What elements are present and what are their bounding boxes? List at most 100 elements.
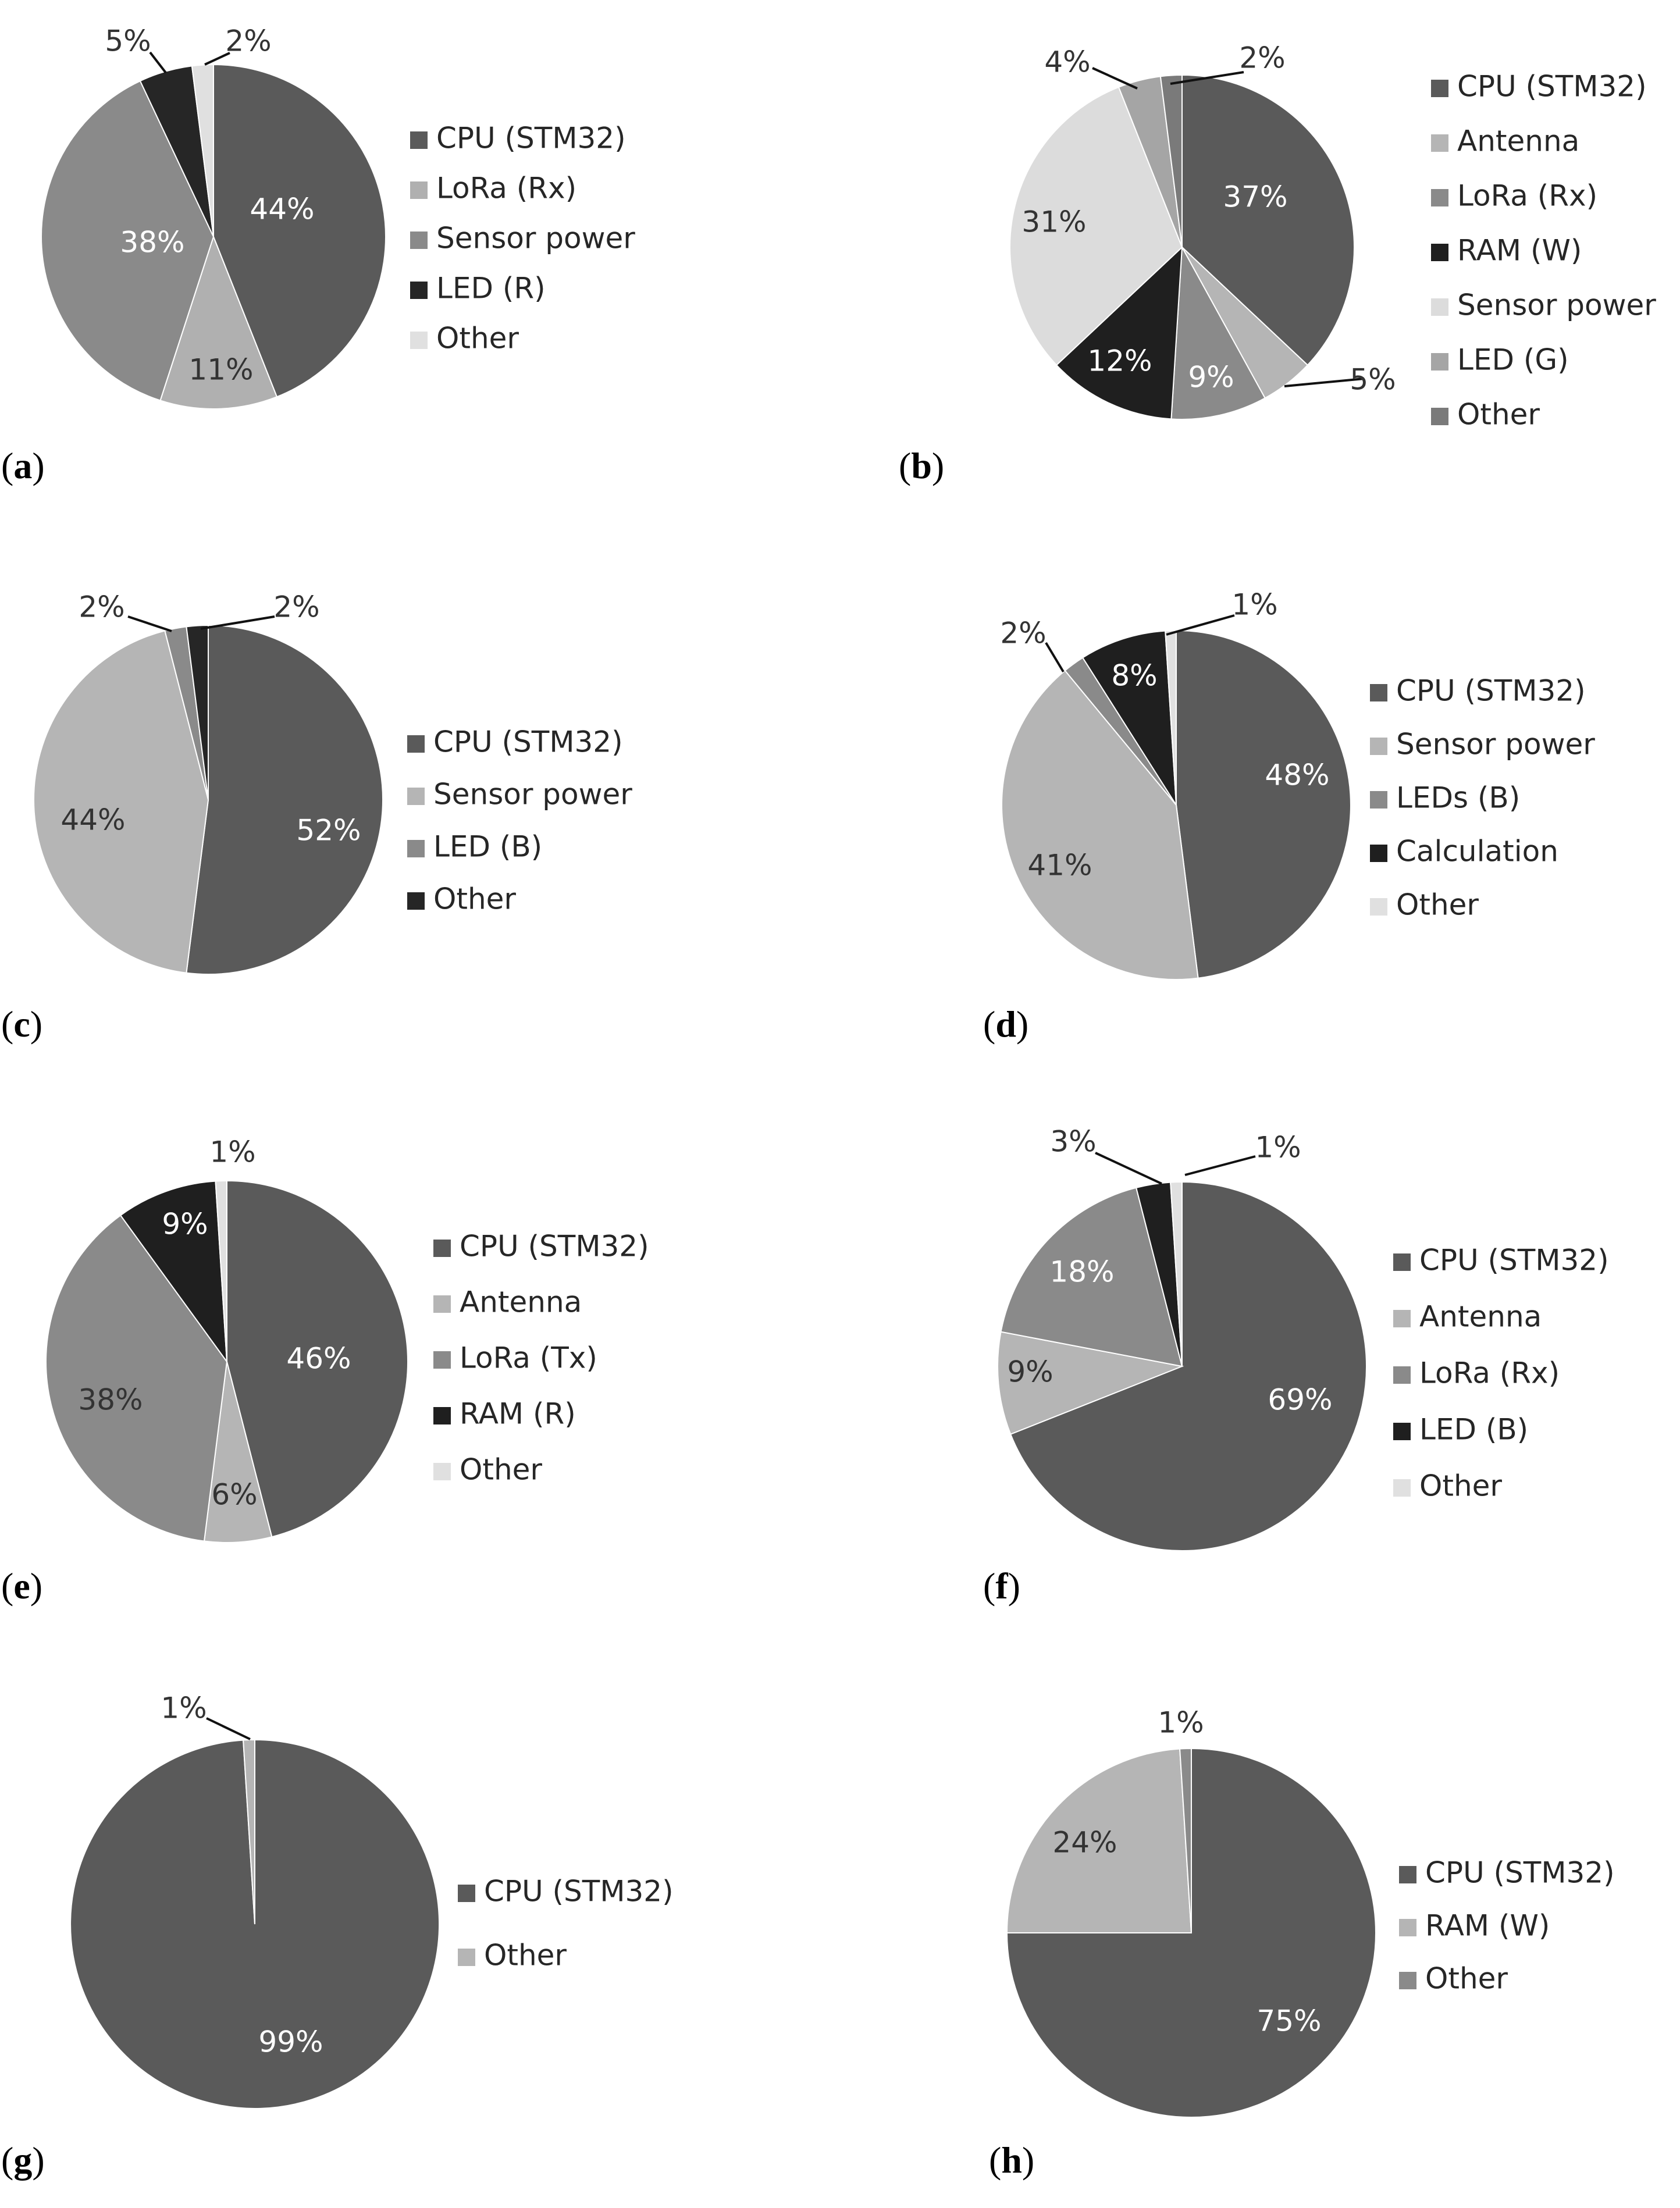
slice-value-label-b-3: 12% — [1087, 344, 1152, 378]
legend-label-b-4: Sensor power — [1457, 289, 1656, 322]
slice-value-label-e-4: 1% — [209, 1135, 255, 1169]
pie-slice-b-4: Sensor power: 31% — [1009, 86, 1183, 366]
legend-swatch-h-0 — [1399, 1866, 1416, 1883]
panel-label-g: (g) — [1, 2139, 45, 2181]
legend-label-g-0: CPU (STM32) — [484, 1875, 674, 1908]
pie-slice-h-1: RAM (W): 24% — [1006, 1748, 1193, 1933]
slice-value-label-h-2: 1% — [1158, 1706, 1204, 1740]
panel-label-b: (b) — [899, 445, 944, 486]
legend-swatch-a-0 — [410, 131, 428, 149]
legend-swatch-a-3 — [410, 282, 428, 299]
legend-label-d-3: Calculation — [1396, 835, 1558, 868]
legend-label-b-5: LED (G) — [1457, 343, 1569, 377]
legend-label-b-6: Other — [1457, 398, 1540, 432]
slice-value-label-c-0: 52% — [296, 814, 361, 847]
legend-label-e-4: Other — [460, 1453, 542, 1487]
leader-line-c-3 — [200, 615, 275, 630]
legend-label-f-1: Antenna — [1419, 1300, 1542, 1334]
legend-label-b-1: Antenna — [1457, 124, 1579, 158]
legend-swatch-c-3 — [407, 892, 425, 910]
legend-label-c-2: LED (B) — [433, 830, 542, 864]
pie-slice-a-1: LoRa (Rx): 11% — [159, 235, 278, 409]
legend-swatch-d-1 — [1370, 738, 1387, 755]
pie-slice-a-4: Other: 2% — [191, 63, 214, 237]
legend-swatch-f-3 — [1393, 1423, 1411, 1440]
slice-value-label-a-1: 11% — [188, 353, 253, 387]
legend-label-a-4: Other — [436, 322, 519, 355]
leader-line-d-2 — [1045, 642, 1065, 673]
slice-value-label-e-0: 46% — [286, 1342, 351, 1376]
leader-line-b-5 — [1092, 67, 1138, 90]
legend-label-f-2: LoRa (Rx) — [1419, 1356, 1560, 1390]
pie-slice-e-0: CPU (STM32): 46% — [226, 1180, 408, 1538]
legend-swatch-e-4 — [433, 1463, 451, 1480]
legend-label-h-1: RAM (W) — [1425, 1909, 1550, 1943]
slice-value-label-d-0: 48% — [1265, 758, 1329, 792]
legend-label-b-0: CPU (STM32) — [1457, 70, 1647, 104]
pie-slice-h-2: Other: 1% — [1179, 1747, 1192, 1933]
slice-value-label-a-2: 38% — [120, 226, 184, 259]
pie-slice-d-1: Sensor power: 41% — [1001, 669, 1199, 980]
legend-label-h-0: CPU (STM32) — [1425, 1856, 1615, 1890]
legend-swatch-c-2 — [407, 840, 425, 857]
legend-label-d-2: LEDs (B) — [1396, 781, 1520, 815]
legend-swatch-e-1 — [433, 1295, 451, 1313]
slice-value-label-d-3: 8% — [1111, 659, 1157, 693]
slice-value-label-b-6: 2% — [1239, 41, 1285, 75]
pie-slice-c-1: Sensor power: 44% — [33, 630, 209, 974]
legend-swatch-d-2 — [1370, 791, 1387, 809]
legend-label-e-3: RAM (R) — [460, 1397, 576, 1431]
legend-swatch-b-3 — [1431, 244, 1448, 261]
pie-slice-c-3: Other: 2% — [186, 624, 209, 800]
legend-swatch-b-2 — [1431, 189, 1448, 206]
pie-slice-a-2: Sensor power: 38% — [41, 80, 215, 401]
pie-slice-f-2: LoRa (Rx): 18% — [1000, 1187, 1183, 1367]
legend-swatch-b-5 — [1431, 353, 1448, 371]
slice-value-label-a-4: 2% — [225, 24, 271, 58]
legend-label-b-2: LoRa (Rx) — [1457, 179, 1597, 213]
pie-chart-b: CPU (STM32): 37%Antenna: 5%LoRa (Rx): 9%… — [899, 41, 1656, 487]
pie-slice-b-6: Other: 2% — [1159, 74, 1183, 248]
legend-swatch-g-1 — [458, 1949, 475, 1966]
slice-value-label-b-1: 5% — [1350, 363, 1396, 397]
legend-label-f-3: LED (B) — [1419, 1413, 1528, 1447]
slice-value-label-f-2: 18% — [1049, 1255, 1114, 1289]
pie-slice-b-2: LoRa (Rx): 9% — [1170, 245, 1266, 420]
pie-slice-b-3: RAM (W): 12% — [1055, 245, 1183, 420]
pie-slice-f-4: Other: 1% — [1170, 1181, 1183, 1367]
legend-label-c-3: Other — [433, 882, 516, 916]
legend-label-a-0: CPU (STM32) — [436, 122, 626, 155]
pie-slice-f-1: Antenna: 9% — [997, 1331, 1184, 1435]
legend-swatch-e-2 — [433, 1351, 451, 1369]
slice-value-label-a-3: 5% — [105, 24, 151, 58]
legend-label-a-1: LoRa (Rx) — [436, 172, 576, 205]
slice-value-label-g-0: 99% — [258, 2025, 323, 2059]
panel-label-a: (a) — [1, 445, 45, 486]
pie-chart-a: CPU (STM32): 44%LoRa (Rx): 11%Sensor pow… — [1, 24, 635, 487]
legend-swatch-e-0 — [433, 1240, 451, 1257]
legend-swatch-f-2 — [1393, 1366, 1411, 1384]
pie-slice-e-3: RAM (R): 9% — [119, 1180, 228, 1364]
legend-label-a-2: Sensor power — [436, 222, 635, 255]
slice-value-label-b-4: 31% — [1021, 205, 1086, 239]
leader-line-b-1 — [1284, 378, 1365, 387]
panel-label-e: (e) — [1, 1565, 42, 1607]
legend-swatch-d-0 — [1370, 684, 1387, 701]
legend-label-c-0: CPU (STM32) — [433, 725, 623, 759]
legend-swatch-a-4 — [410, 332, 428, 349]
slice-value-label-b-5: 4% — [1044, 45, 1090, 79]
slice-value-label-c-2: 2% — [79, 590, 124, 624]
slice-value-label-f-4: 1% — [1255, 1131, 1301, 1164]
legend-swatch-a-1 — [410, 181, 428, 199]
legend-swatch-h-1 — [1399, 1919, 1416, 1936]
pie-slice-d-0: CPU (STM32): 48% — [1176, 629, 1351, 979]
slice-value-label-d-4: 1% — [1231, 588, 1277, 622]
legend-label-b-3: RAM (W) — [1457, 234, 1582, 268]
slice-value-label-h-1: 24% — [1052, 1826, 1117, 1860]
pie-slice-h-0: CPU (STM32): 75% — [1006, 1747, 1376, 2118]
legend-swatch-g-0 — [458, 1885, 475, 1902]
panel-label-f: (f) — [983, 1565, 1020, 1607]
legend-label-e-2: LoRa (Tx) — [460, 1341, 597, 1375]
slice-value-label-g-1: 1% — [161, 1691, 207, 1725]
legend-label-g-1: Other — [484, 1939, 567, 1972]
